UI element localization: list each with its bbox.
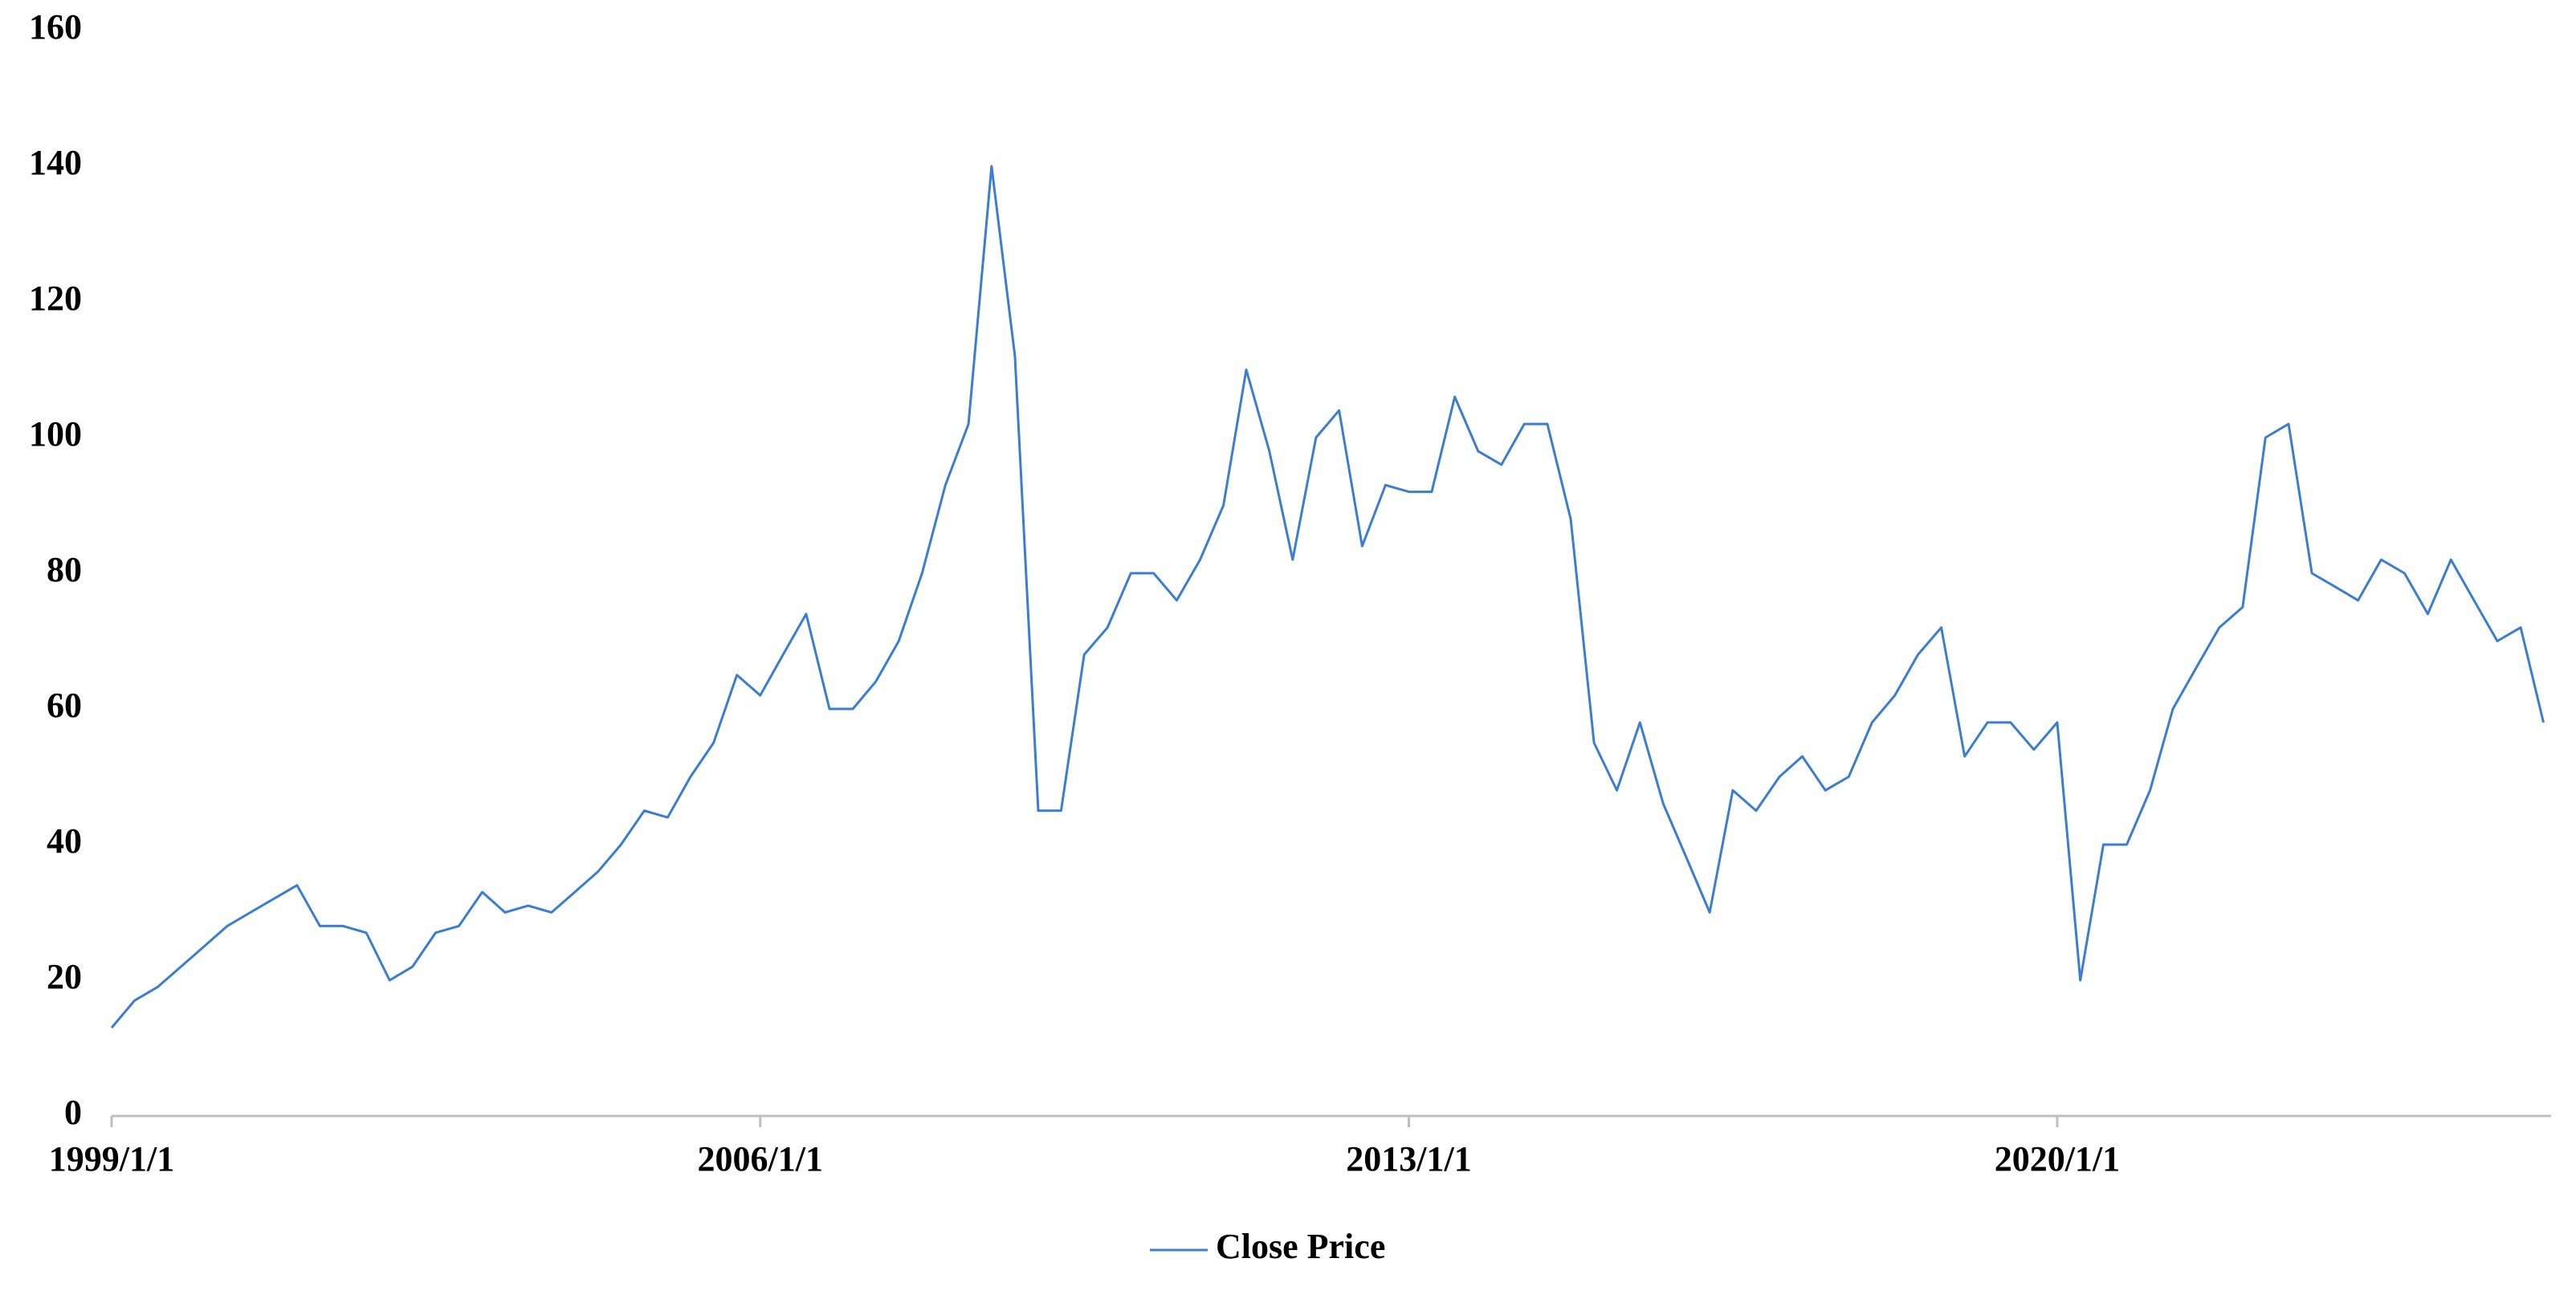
y-tick-label: 60 <box>47 686 82 725</box>
x-tick-label: 2013/1/1 <box>1346 1139 1471 1179</box>
y-tick-label: 0 <box>64 1093 82 1132</box>
legend-label: Close Price <box>1216 1227 1385 1266</box>
y-tick-label: 40 <box>47 821 82 861</box>
y-tick-label: 80 <box>47 550 82 589</box>
y-tick-label: 120 <box>29 279 82 318</box>
x-tick-label: 2020/1/1 <box>1995 1139 2120 1179</box>
y-tick-label: 160 <box>29 7 82 47</box>
y-tick-label: 100 <box>29 414 82 454</box>
x-tick-label: 2006/1/1 <box>698 1139 823 1179</box>
x-tick-label: 1999/1/1 <box>49 1139 174 1179</box>
y-tick-label: 140 <box>29 143 82 182</box>
line <box>110 165 2545 1029</box>
y-tick-label: 20 <box>47 957 82 996</box>
